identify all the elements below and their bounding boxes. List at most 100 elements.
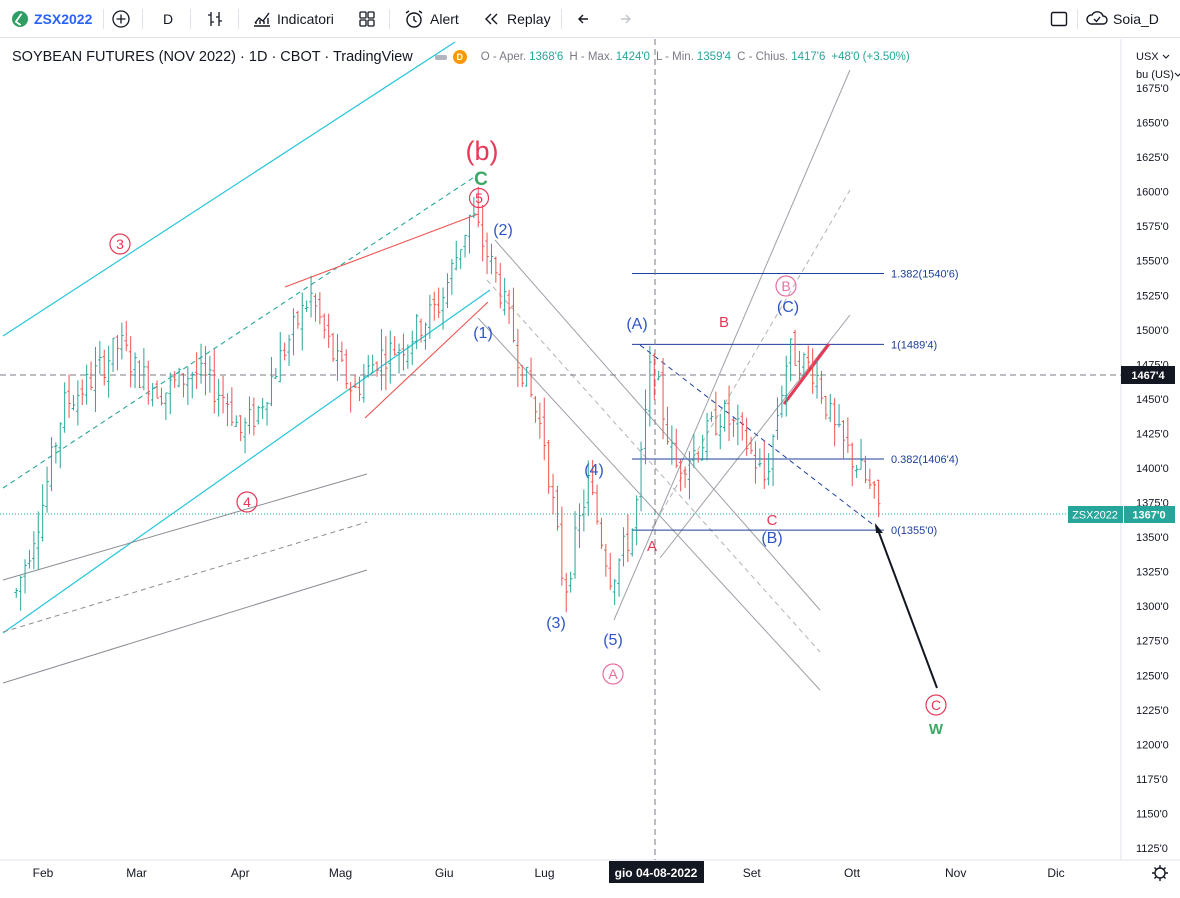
ohlc-bar <box>23 559 27 594</box>
ohlc-bar <box>203 345 208 396</box>
ohlc-bar <box>256 405 261 425</box>
ohlc-bar <box>18 575 23 611</box>
ohlc-bar <box>252 397 256 436</box>
cloud-icon <box>1086 11 1108 25</box>
price-chart[interactable]: 1.382(1540'6) 1(1489'4) 0.382(1406'4) 0(… <box>0 39 1180 893</box>
delayed-data-badge[interactable]: D <box>452 50 467 64</box>
channel-line-asc-top <box>613 69 851 621</box>
wave-label: 4 <box>243 494 251 510</box>
ohlc-bar <box>560 506 564 586</box>
ohlc-bar <box>876 479 881 518</box>
ohlc-bar <box>643 389 648 465</box>
ohlc-bar <box>366 355 371 378</box>
interval-button[interactable]: D <box>163 0 173 38</box>
unit-label[interactable]: bu (US) <box>1136 69 1174 81</box>
ohlc-bar <box>529 357 533 398</box>
ohlc-bar <box>494 256 498 283</box>
projection-arrow-line <box>877 529 938 689</box>
ohlc-bar <box>260 397 265 420</box>
fib-level-label: 0(1355'0) <box>891 525 937 537</box>
price-tick-label: 1675'0 <box>1136 83 1169 95</box>
compare-symbol-button[interactable] <box>111 0 131 38</box>
redo-icon <box>621 14 631 24</box>
ohlc-bar <box>648 346 652 427</box>
ohlc-bar <box>564 572 569 613</box>
chart-type-button[interactable] <box>205 0 225 38</box>
ohlc-bar <box>309 275 313 318</box>
alert-button[interactable]: Alert <box>403 0 459 38</box>
symbol-search-button[interactable]: ZSX2022 <box>12 0 92 38</box>
replay-button[interactable]: Replay <box>482 0 551 38</box>
wave-labels-layer: (b) C 5 3 4 (2) (1) (3) (4) (5) A (A) A … <box>109 136 947 738</box>
gear-icon-teeth <box>1152 865 1168 881</box>
wave-label: B <box>719 314 729 331</box>
channel-line-grey-top <box>2 473 368 581</box>
ohlc-bar <box>348 382 353 413</box>
fullscreen-button[interactable] <box>1049 0 1069 38</box>
ohlc-bar <box>661 358 665 440</box>
ohlc-bar <box>687 451 692 500</box>
chart-pane[interactable]: 1.382(1540'6) 1(1489'4) 0.382(1406'4) 0(… <box>0 39 1180 893</box>
time-axis[interactable]: Feb Mar Apr Mag Giu Lug Set Ott Nov Dic <box>33 866 1065 880</box>
ohlc-low-value: 1359'4 <box>696 51 732 63</box>
channel-line-asc-mid <box>651 189 851 529</box>
ohlc-bar <box>410 330 415 366</box>
ohlc-bar <box>190 371 195 399</box>
ohlc-bar <box>186 366 190 405</box>
ohlc-bar <box>168 372 173 415</box>
ohlc-bar <box>458 249 463 269</box>
projection-arrow-head <box>875 523 883 533</box>
ohlc-bar <box>313 293 318 322</box>
toolbar-divider <box>190 9 191 29</box>
wave-label-circle <box>925 694 947 716</box>
undo-button[interactable] <box>576 0 596 38</box>
ohlc-bar <box>216 378 221 417</box>
ohlc-bar <box>177 367 181 388</box>
ohlc-bar <box>419 318 423 343</box>
ohlc-bar <box>630 528 635 557</box>
ohlc-bar <box>454 240 459 271</box>
ohlc-bar <box>124 320 129 352</box>
ohlc-bar <box>678 459 683 492</box>
save-layout-button[interactable]: Soia_D <box>1085 0 1159 38</box>
price-tick-label: 1150'0 <box>1136 808 1168 820</box>
ohlc-bar <box>727 385 731 441</box>
ohlc-high-label: H - Max. <box>569 51 613 63</box>
ohlc-bar <box>238 415 243 442</box>
ohlc-bar <box>287 334 291 366</box>
ohlc-bar <box>806 345 811 373</box>
ohlc-bar <box>362 364 366 403</box>
indicators-button[interactable]: Indicatori <box>252 0 334 38</box>
ohlc-bar <box>722 399 727 432</box>
ohlc-bar <box>296 310 300 329</box>
ohlc-bar <box>749 436 753 455</box>
chart-settings-button[interactable] <box>1152 865 1168 881</box>
ohlc-bar <box>582 489 586 532</box>
ohlc-bar <box>225 393 230 427</box>
ohlc-bar <box>696 450 701 463</box>
ohlc-bar <box>608 552 613 590</box>
price-tick-label: 1550'0 <box>1136 256 1169 268</box>
ohlc-bar <box>155 380 159 399</box>
chart-legend: SOYBEAN FUTURES (NOV 2022) · 1D · CBOT ·… <box>12 49 910 65</box>
channel-line-cyan-top <box>2 41 456 337</box>
ohlc-bar <box>357 376 362 402</box>
channel-line-teal-dashed <box>2 171 483 489</box>
price-tick-label: 1200'0 <box>1136 739 1169 751</box>
ohlc-bar <box>775 397 780 440</box>
ohlc-bar <box>159 387 164 406</box>
ohlc-bar <box>304 300 309 313</box>
fib-level-label: 0.382(1406'4) <box>891 454 959 466</box>
bar-chart-type-icon <box>208 12 222 26</box>
ohlc-bar <box>370 354 375 374</box>
ohlc-bar <box>542 397 547 461</box>
layouts-button[interactable] <box>357 0 377 38</box>
ohlc-bar <box>436 287 441 318</box>
ohlc-bar <box>586 460 591 516</box>
ohlc-bar <box>520 365 525 388</box>
currency-label[interactable]: USX <box>1136 51 1159 63</box>
price-tick-label: 1500'0 <box>1136 325 1169 337</box>
price-tick-label: 1175'0 <box>1136 774 1168 786</box>
redo-button[interactable] <box>613 0 633 38</box>
ohlc-bar <box>234 415 239 427</box>
